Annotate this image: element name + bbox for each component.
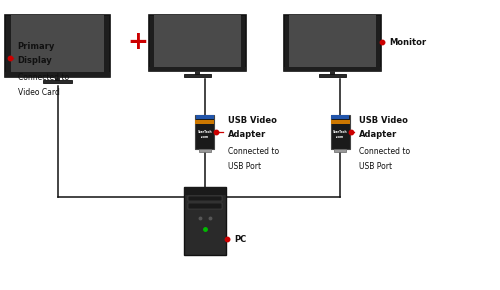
FancyBboxPatch shape (188, 203, 222, 209)
FancyBboxPatch shape (196, 120, 214, 124)
FancyBboxPatch shape (330, 120, 349, 124)
Text: StarTech
.com: StarTech .com (198, 130, 212, 139)
Text: Display: Display (18, 56, 52, 66)
FancyBboxPatch shape (149, 66, 246, 71)
FancyBboxPatch shape (319, 74, 346, 77)
FancyBboxPatch shape (196, 115, 214, 149)
FancyBboxPatch shape (196, 115, 214, 119)
Text: Adapter: Adapter (228, 130, 266, 139)
FancyBboxPatch shape (334, 149, 346, 153)
FancyBboxPatch shape (332, 115, 348, 119)
Text: Connected to: Connected to (18, 73, 68, 82)
Text: USB Port: USB Port (359, 162, 392, 171)
FancyBboxPatch shape (289, 15, 376, 68)
Text: Connected to: Connected to (359, 147, 410, 156)
FancyBboxPatch shape (330, 115, 349, 149)
FancyBboxPatch shape (54, 77, 60, 82)
FancyBboxPatch shape (5, 72, 110, 77)
FancyBboxPatch shape (43, 80, 72, 83)
Text: USB Video: USB Video (359, 116, 408, 126)
Text: Connected to: Connected to (228, 147, 278, 156)
Text: PC: PC (234, 235, 246, 244)
FancyBboxPatch shape (195, 71, 200, 76)
Text: +: + (127, 30, 148, 54)
FancyBboxPatch shape (330, 71, 335, 76)
Text: USB Port: USB Port (228, 162, 260, 171)
Text: Adapter: Adapter (359, 130, 397, 139)
FancyBboxPatch shape (154, 15, 241, 68)
FancyBboxPatch shape (284, 14, 382, 71)
Text: USB Video: USB Video (228, 116, 276, 126)
FancyBboxPatch shape (149, 14, 246, 71)
FancyBboxPatch shape (284, 66, 382, 71)
FancyBboxPatch shape (5, 14, 110, 77)
FancyBboxPatch shape (184, 74, 211, 77)
Text: Primary: Primary (18, 42, 55, 52)
FancyBboxPatch shape (199, 149, 211, 153)
Text: Video Card: Video Card (18, 88, 59, 97)
FancyBboxPatch shape (184, 187, 226, 195)
Text: StarTech
.com: StarTech .com (332, 130, 347, 139)
Text: Monitor: Monitor (389, 37, 426, 47)
FancyBboxPatch shape (184, 187, 226, 255)
FancyBboxPatch shape (11, 15, 104, 73)
FancyBboxPatch shape (188, 196, 222, 201)
